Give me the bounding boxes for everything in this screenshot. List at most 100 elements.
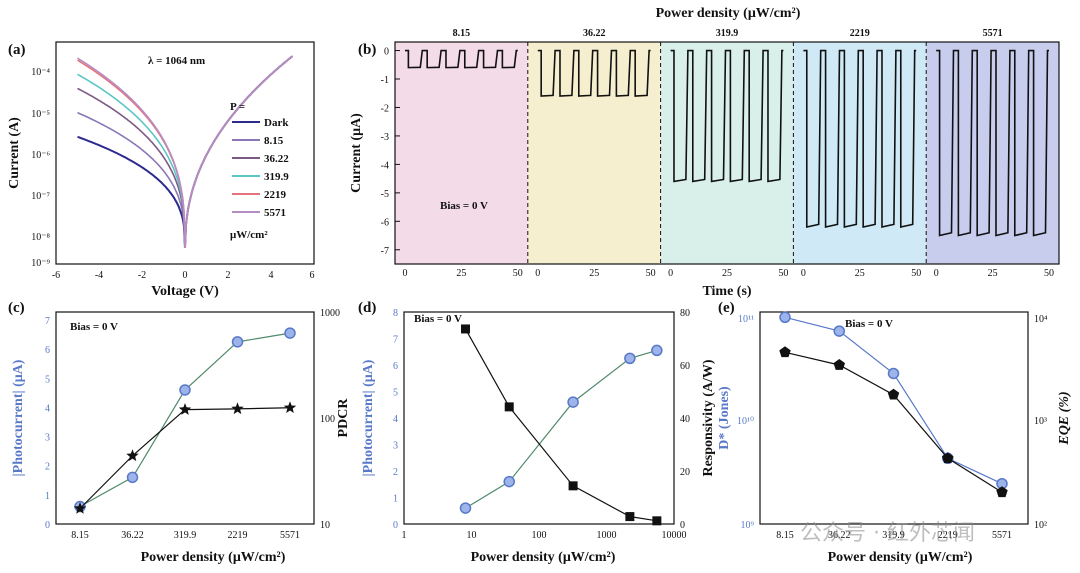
legend-entry: 319.9 — [264, 171, 289, 183]
segment-bg — [793, 42, 927, 264]
segment-bg — [395, 42, 528, 264]
panel-a-xtick: 4 — [269, 270, 274, 281]
segment-power-label: 36.22 — [583, 28, 606, 39]
panel-c-ytick: 3 — [45, 433, 50, 444]
panel-a-xtick: 0 — [183, 270, 188, 281]
panel-c-xtick: 5571 — [280, 530, 300, 541]
panel-b-frame — [394, 41, 1060, 265]
panel-b-xtick: 0 — [535, 268, 540, 279]
transient-trace — [537, 49, 651, 97]
panel-c-ytick: 5 — [45, 374, 50, 385]
data-point — [126, 471, 139, 484]
panel-d-y2tick: 20 — [680, 467, 690, 478]
panel-b-ytick: -3 — [381, 132, 389, 143]
panel-a-ytick: 10⁻⁴ — [31, 67, 50, 78]
panel-e-frame — [759, 311, 1029, 525]
panel-d-ytick: 3 — [393, 441, 398, 452]
panel-b-ytick: 0 — [384, 47, 389, 58]
legend-entry: 5571 — [264, 207, 286, 219]
panel-b-xtick: 50 — [911, 268, 921, 279]
panel-b-xtick: 50 — [646, 268, 656, 279]
panel-b-xtick: 50 — [513, 268, 523, 279]
panel-b-ytick: -1 — [381, 75, 389, 86]
panel-c-ytick: 4 — [45, 403, 50, 414]
data-point — [461, 324, 471, 334]
panel-e-ytick: 10⁹ — [741, 520, 755, 531]
panel-b-xtick: 25 — [589, 268, 599, 279]
data-point — [178, 403, 192, 415]
panel-a-x-ticks: -6 -4 -2 0 2 4 6 — [52, 270, 315, 281]
panel-d-ytick: 5 — [393, 388, 398, 399]
panel-c-ylabel: |Photocurrent| (μA) — [11, 359, 26, 476]
panel-c-y2tick: 100 — [320, 414, 335, 425]
panel-e-xtick: 8.15 — [776, 530, 794, 541]
panel-e-marks — [779, 311, 1008, 498]
panel-a-xtick: -2 — [138, 270, 146, 281]
data-point — [996, 486, 1008, 498]
panel-b-xtick: 0 — [403, 268, 408, 279]
panel-a-xtick: 2 — [226, 270, 231, 281]
panel-e-ylabel: D* (Jones) — [717, 386, 732, 450]
panel-c-xtick: 319.9 — [174, 530, 197, 541]
transient-trace — [936, 49, 1049, 237]
data-point — [779, 346, 791, 358]
panel-d-xtick: 1000 — [597, 530, 617, 541]
panel-a-ytick: 10⁻⁸ — [31, 232, 50, 243]
transient-trace — [670, 49, 784, 183]
panel-a-annotation: λ = 1064 nm — [148, 55, 205, 67]
data-point — [179, 384, 191, 396]
segment-bg — [926, 42, 1059, 264]
panel-e-ytick: 10¹¹ — [738, 314, 754, 325]
panel-d-ytick: 0 — [393, 520, 398, 531]
panel-e-xtick: 319.9 — [882, 530, 905, 541]
panel-d-y2label: Responsivity (A/W) — [701, 359, 716, 476]
panel-c: (c) 8.15 36.22 319.9 2219 5571 0 1 2 3 4 5 6 7 10 100 1… — [8, 300, 351, 565]
panel-e-xtick: 2219 — [938, 530, 958, 541]
panel-d-y2tick: 0 — [680, 520, 685, 531]
panel-a-legend-title: P = — [230, 101, 245, 113]
segment-power-label: 2219 — [850, 28, 870, 39]
panel-e-xtick: 36.22 — [828, 530, 851, 541]
data-point — [887, 367, 900, 380]
panel-d-marks — [459, 324, 663, 526]
data-point — [459, 502, 472, 514]
panel-b-xtick: 0 — [668, 268, 673, 279]
panel-a-xtick: 6 — [310, 270, 315, 281]
panel-c-ticks: 8.15 36.22 319.9 2219 5571 0 1 2 3 4 5 6 7 10 100 1000 — [45, 308, 340, 541]
panel-a-ytick: 10⁻⁹ — [31, 258, 50, 269]
panel-c-xtick: 8.15 — [71, 530, 89, 541]
watermark-text: 公众号 · 红外芯闻 — [800, 521, 975, 546]
panel-e-ytick: 10¹⁰ — [737, 416, 754, 427]
data-point — [126, 449, 139, 462]
panel-d-xtick: 10000 — [662, 530, 687, 541]
panel-d-ytick: 2 — [393, 467, 398, 478]
panel-d-y2tick: 40 — [680, 414, 690, 425]
data-point — [73, 502, 87, 514]
panel-c-xtick: 36.22 — [121, 530, 144, 541]
segment-power-label: 8.15 — [453, 28, 471, 39]
data-point — [283, 401, 297, 413]
panel-a-legend-unit: μW/cm² — [230, 229, 268, 241]
panel-d-ylabel: |Photocurrent| (μA) — [361, 359, 376, 476]
panel-b-xtick: 25 — [722, 268, 732, 279]
panel-b-label: (b) — [358, 42, 376, 58]
segment-bg — [527, 42, 661, 264]
panel-d-xtick: 100 — [532, 530, 547, 541]
panel-a-xlabel: Voltage (V) — [151, 284, 219, 299]
panel-c-frame — [55, 311, 315, 525]
panel-b-xtick: 0 — [934, 268, 939, 279]
panel-d-y2tick: 60 — [680, 361, 690, 372]
legend-entry: 2219 — [264, 189, 287, 201]
panel-b: (b) Power density (μW/cm²) 8.15 0 25 50 36.2… — [349, 6, 1060, 299]
panel-e: (e) 8.15 36.22 319.9 2219 5571 10¹¹ 10¹⁰ 10⁹ 10⁴… — [717, 300, 1072, 565]
panel-e-label: (e) — [718, 300, 735, 316]
panel-b-ytick: -7 — [381, 246, 389, 257]
data-point — [887, 388, 900, 400]
panel-b-ytick: -6 — [381, 217, 389, 228]
panel-d-ytick: 4 — [393, 414, 398, 425]
data-point — [651, 344, 663, 357]
data-point — [942, 452, 954, 464]
panel-b-xtick: 25 — [456, 268, 466, 279]
data-point — [503, 475, 515, 488]
